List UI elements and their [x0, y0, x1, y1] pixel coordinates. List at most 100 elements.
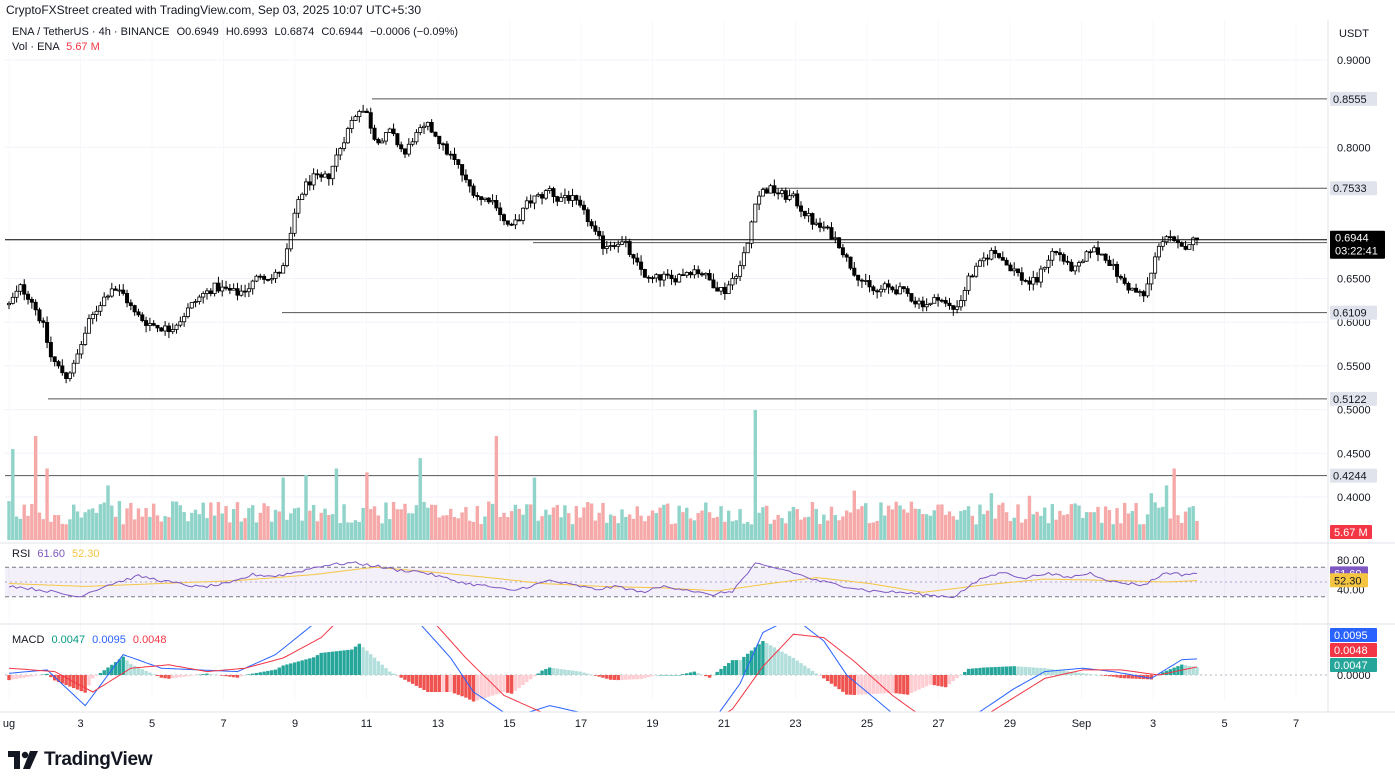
- volume-bar: [327, 514, 331, 540]
- candle-body: [1084, 251, 1089, 262]
- macd-histogram-bar: [1027, 667, 1032, 675]
- time-axis-tick: 5: [1221, 718, 1227, 730]
- volume-bar: [30, 504, 34, 540]
- macd-histogram-bar: [555, 668, 560, 675]
- macd-histogram-bar: [490, 675, 495, 696]
- candle-body: [962, 290, 967, 301]
- candle-body: [837, 237, 842, 249]
- candle-body: [246, 288, 251, 293]
- candle-body: [749, 221, 754, 244]
- candle-body: [326, 173, 331, 180]
- volume-bar: [700, 510, 704, 540]
- ohlc-low: L0.6874: [274, 26, 315, 38]
- candle-body: [768, 185, 773, 194]
- volume-bar: [346, 522, 350, 540]
- candle-body: [1057, 252, 1062, 255]
- candle-body: [262, 275, 267, 280]
- macd-histogram-bar: [924, 675, 929, 687]
- macd-histogram-bar: [98, 672, 103, 675]
- macd-histogram-bar: [608, 675, 613, 680]
- volume-bar: [924, 514, 929, 540]
- macd-value-tag: [1330, 628, 1377, 642]
- macd-histogram-bar: [468, 675, 472, 700]
- macd-histogram-bar: [228, 675, 232, 677]
- volume-bar: [841, 516, 845, 540]
- last-price-tag: [1330, 230, 1385, 259]
- volume-bar: [110, 505, 114, 540]
- candle-body: [212, 282, 217, 294]
- volume-bar: [33, 436, 38, 540]
- macd-histogram-bar: [159, 675, 164, 678]
- macd-histogram-bar: [273, 669, 278, 675]
- macd-histogram-bar: [1138, 675, 1142, 679]
- candle-body: [1073, 265, 1078, 272]
- macd-histogram-bar: [970, 668, 975, 675]
- volume-bar: [662, 504, 666, 540]
- macd-histogram-bar: [30, 675, 34, 677]
- macd-histogram-bar: [612, 675, 617, 680]
- macd-histogram-bar: [140, 669, 144, 675]
- macd-histogram-bar: [932, 675, 936, 686]
- volume-bar: [1111, 524, 1115, 540]
- candle-body: [639, 261, 644, 270]
- candle-body: [1038, 268, 1043, 283]
- macd-histogram-bar: [1100, 675, 1104, 676]
- volume-bar: [490, 503, 495, 540]
- macd-histogram-bar: [239, 675, 243, 677]
- volume-bar: [784, 523, 788, 540]
- macd-histogram-bar: [547, 667, 552, 675]
- candle-body: [787, 195, 792, 200]
- macd-histogram-bar: [578, 671, 582, 675]
- volume-bar: [52, 515, 57, 540]
- volume-bar: [296, 507, 301, 540]
- volume-bar: [1103, 506, 1108, 540]
- volume-bar: [216, 502, 221, 540]
- candle-body: [414, 132, 419, 143]
- candle-body: [1099, 253, 1104, 256]
- candle-body: [612, 245, 617, 247]
- candle-body: [719, 287, 724, 292]
- candle-body: [878, 288, 883, 293]
- macd-histogram-bar: [262, 671, 266, 675]
- macd-histogram-bar: [190, 675, 194, 676]
- macd-histogram-bar: [791, 658, 796, 675]
- candle-body: [825, 226, 830, 229]
- volume-bar: [551, 507, 556, 540]
- volume-bar: [822, 514, 826, 540]
- candle-body: [509, 223, 514, 226]
- macd-hist-value: 0.0047: [51, 634, 86, 646]
- macd-histogram-bar: [369, 654, 373, 675]
- macd-histogram-bar: [532, 675, 537, 677]
- macd-histogram-bar: [940, 675, 944, 687]
- volume-bar: [422, 501, 426, 540]
- candle-body: [201, 293, 206, 298]
- macd-histogram-bar: [1157, 673, 1161, 675]
- candle-body: [330, 165, 335, 180]
- candle-body: [239, 290, 244, 296]
- volume-bar: [98, 504, 103, 540]
- volume-bar: [441, 515, 445, 540]
- macd-histogram-bar: [498, 675, 502, 694]
- tradingview-logo: TradingView: [8, 749, 153, 771]
- candle-body: [806, 213, 811, 217]
- candle-body: [1004, 259, 1009, 266]
- candle-body: [818, 222, 823, 228]
- volume-bar: [72, 504, 76, 540]
- macd-histogram-bar: [719, 668, 723, 675]
- volume-bar: [582, 507, 586, 540]
- macd-histogram-bar: [1134, 675, 1138, 679]
- macd-histogram-bar: [624, 675, 628, 680]
- macd-value-tag: [1330, 643, 1377, 657]
- time-axis-tick: 19: [646, 718, 658, 730]
- volume-bar: [867, 523, 872, 540]
- macd-histogram-bar: [902, 675, 906, 695]
- volume-bar: [125, 508, 129, 540]
- candle-body: [958, 300, 963, 308]
- macd-histogram-bar: [433, 675, 438, 692]
- time-axis-tick: Sep: [1072, 718, 1092, 730]
- macd-histogram-bar: [464, 675, 468, 698]
- volume-bar: [966, 506, 971, 540]
- volume-bar: [905, 512, 910, 540]
- volume-bar: [144, 508, 148, 540]
